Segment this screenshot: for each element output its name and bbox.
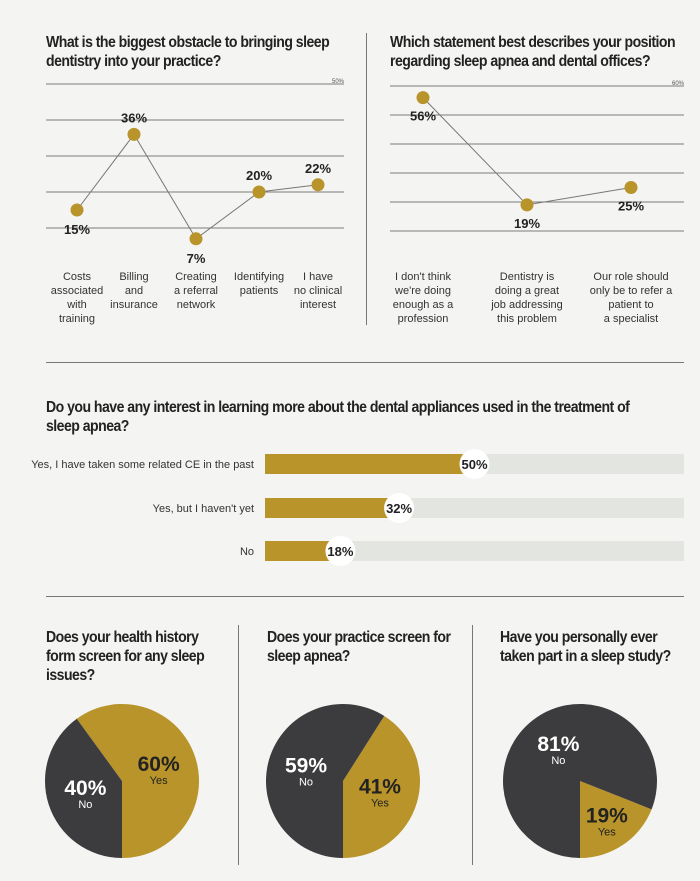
y-axis-max-label: 50%: [332, 79, 345, 85]
category-label-line: no clinical: [294, 285, 342, 297]
category-label-line: patient to: [608, 299, 653, 311]
category-label-line: network: [177, 299, 216, 311]
category-label: Dentistry is doing a great job addressing t…: [490, 271, 563, 325]
bar-track: [265, 541, 684, 561]
category-label-line: insurance: [110, 299, 158, 311]
category-label-line: patients: [240, 285, 279, 297]
data-label: 19%: [514, 216, 540, 231]
category-label: Creating a referral network: [174, 271, 218, 311]
bar-value-label: 32%: [386, 501, 412, 516]
pie-yes-percent: 41%: [359, 776, 401, 799]
category-label-line: Billing: [119, 271, 148, 283]
category-label-line: profession: [398, 313, 449, 325]
pie-yes-label: Yes: [598, 826, 616, 838]
category-label: Costs associated with training: [51, 271, 104, 325]
category-label: I don't think we're doing enough as a profe…: [393, 271, 454, 325]
category-label-line: this problem: [497, 313, 557, 325]
bar-value-label: 18%: [327, 544, 353, 559]
pie-yes-percent: 60%: [138, 753, 180, 776]
category-label-line: Creating: [175, 271, 217, 283]
pie-no-percent: 40%: [64, 777, 106, 800]
bar: [265, 454, 475, 474]
category-label-line: training: [59, 313, 95, 325]
category-label-line: I don't think: [395, 271, 451, 283]
category-label: Billing and insurance: [110, 271, 158, 311]
pie-slice-yes: [76, 704, 199, 858]
pie-no-label: No: [78, 799, 92, 811]
pie-slice-no: [502, 704, 657, 858]
data-point: [189, 232, 203, 246]
data-point: [624, 181, 638, 194]
practice-screen-pie-title: Does your practice screen for sleep apne…: [267, 629, 451, 665]
bar-category-label: Yes, but I haven't yet: [153, 503, 254, 515]
category-label-line: Our role should: [593, 271, 668, 283]
vertical-divider-pie-2: [472, 625, 473, 865]
pie-no-label: No: [299, 776, 313, 788]
obstacle-chart-title: What is the biggest obstacle to bringing…: [46, 34, 330, 70]
data-point: [70, 203, 84, 217]
data-point: [416, 91, 430, 105]
horizontal-divider-1: [46, 362, 684, 363]
category-label-line: only be to refer a: [590, 285, 673, 297]
sleep-study-pie-title: Have you personally ever taken part in a…: [500, 629, 671, 665]
data-label: 22%: [305, 161, 331, 176]
y-axis-max-label: 60%: [672, 81, 685, 87]
category-label-line: Dentistry is: [500, 271, 555, 283]
vertical-divider-pie-1: [238, 625, 239, 865]
data-label: 20%: [246, 168, 272, 183]
pie-no-percent: 81%: [537, 733, 579, 756]
interest-chart-title: Do you have any interest in learning mor…: [46, 399, 630, 435]
category-label-line: a specialist: [604, 313, 658, 325]
bar: [265, 541, 341, 561]
bar-value-badge: [459, 449, 490, 479]
category-label-line: interest: [300, 299, 336, 311]
category-label-line: associated: [51, 285, 104, 297]
bar-category-label: No: [240, 546, 254, 558]
category-label-line: and: [125, 285, 143, 297]
pie-slice-yes: [343, 715, 421, 858]
data-label: 15%: [64, 222, 90, 237]
category-label: I have no clinical interest: [294, 271, 342, 311]
category-label-line: we're doing: [394, 285, 451, 297]
data-label: 25%: [618, 199, 644, 214]
category-label-line: enough as a: [393, 299, 454, 311]
pie-slice-no: [44, 718, 123, 858]
pie-yes-label: Yes: [150, 775, 168, 787]
vertical-divider-top: [366, 33, 367, 325]
pie-slice-no: [265, 704, 385, 858]
data-label: 7%: [187, 251, 206, 266]
horizontal-divider-2: [46, 596, 684, 597]
category-label: Identifying patients: [234, 271, 284, 297]
pie-slice-yes: [580, 781, 652, 858]
bar-value-badge: [325, 536, 356, 566]
health-history-pie-title: Does your health history form screen for…: [46, 629, 205, 684]
category-label-line: I have: [303, 271, 333, 283]
pie-yes-percent: 19%: [586, 804, 628, 827]
bar: [265, 498, 400, 518]
bar-value-badge: [384, 493, 415, 523]
category-label-line: with: [66, 299, 87, 311]
data-label: 36%: [121, 110, 147, 125]
category-label-line: Costs: [63, 271, 92, 283]
data-point: [311, 178, 325, 192]
data-point: [252, 185, 266, 199]
category-label-line: Identifying: [234, 271, 284, 283]
pie-no-percent: 59%: [285, 754, 327, 777]
bar-category-label: Yes, I have taken some related CE in the…: [31, 459, 254, 471]
pie-yes-label: Yes: [371, 798, 389, 810]
pie-no-label: No: [551, 755, 565, 767]
category-label-line: a referral: [174, 285, 218, 297]
data-point: [127, 127, 141, 141]
category-label: Our role should only be to refer a patient…: [590, 271, 673, 325]
data-label: 56%: [410, 109, 436, 124]
bar-value-label: 50%: [461, 457, 487, 472]
category-label-line: doing a great: [495, 285, 559, 297]
data-point: [520, 198, 534, 212]
position-chart-title: Which statement best describes your posi…: [390, 34, 676, 70]
category-label-line: job addressing: [490, 299, 563, 311]
